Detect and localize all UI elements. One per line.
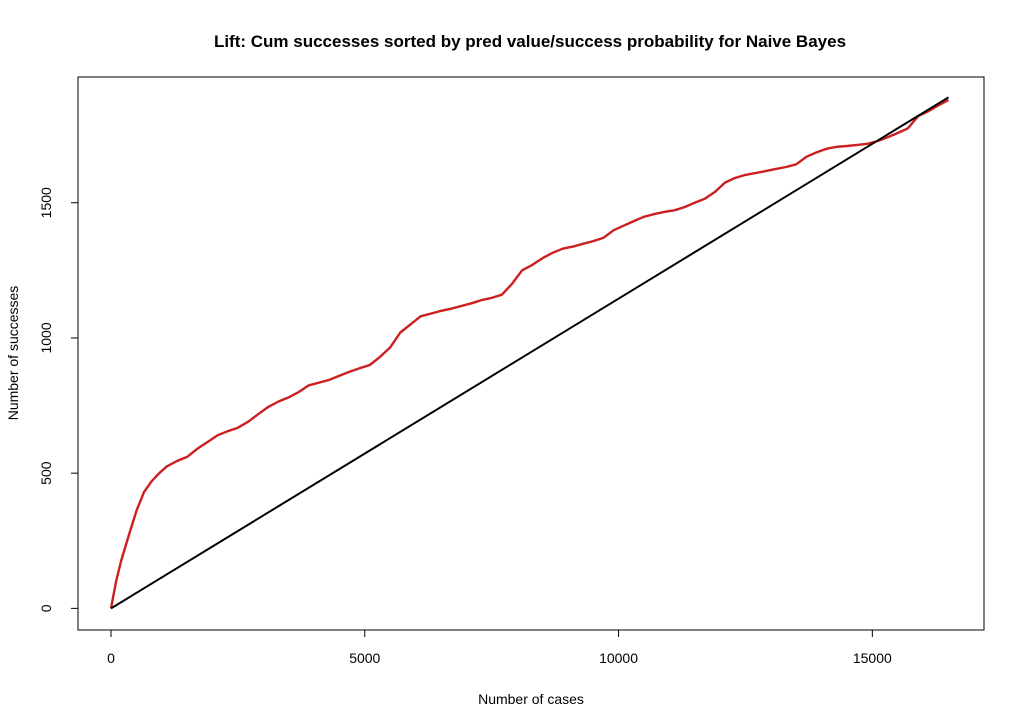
y-tick-label: 500 <box>38 461 54 485</box>
y-axis: 0 500 1000 1500 <box>38 187 79 612</box>
plot-area <box>109 96 950 610</box>
y-tick-label: 0 <box>38 604 54 612</box>
x-tick-label: 15000 <box>853 650 892 666</box>
y-tick-label: 1000 <box>38 322 54 353</box>
x-tick-label: 0 <box>107 650 115 666</box>
x-axis-label: Number of cases <box>478 691 584 707</box>
baseline-diagonal-line <box>110 96 950 610</box>
x-tick-label: 5000 <box>349 650 380 666</box>
y-tick-label: 1500 <box>38 187 54 218</box>
plot-frame <box>77 76 985 631</box>
x-axis: 0 5000 10000 15000 <box>107 629 892 666</box>
lift-curve-line <box>109 98 950 609</box>
chart-title: Lift: Cum successes sorted by pred value… <box>214 32 846 51</box>
x-tick-label: 10000 <box>599 650 638 666</box>
y-axis-label: Number of successes <box>5 286 21 421</box>
